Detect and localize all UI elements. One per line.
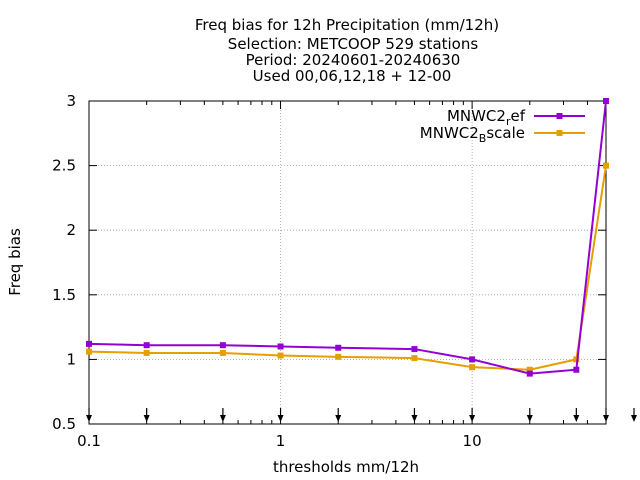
series-point-MNWC2_ref <box>526 370 533 377</box>
legend-swatch-point <box>556 130 563 136</box>
series-line-MNWC2_ref <box>88 100 607 375</box>
series-point-MNWC2_Bscale <box>335 353 342 360</box>
threshold-arrow-head <box>411 415 418 422</box>
y-axis-label: Freq bias <box>6 228 24 296</box>
x-tick-label: 0.1 <box>77 432 101 450</box>
threshold-arrow-head <box>573 415 580 422</box>
threshold-arrow-head <box>219 415 226 422</box>
series-point-MNWC2_Bscale <box>277 352 284 359</box>
threshold-arrow-head <box>335 415 342 422</box>
series-lines <box>86 98 609 377</box>
threshold-arrows <box>86 408 637 422</box>
y-tick-label: 2.5 <box>52 157 76 175</box>
legend-label: MNWC2Bscale <box>420 124 525 145</box>
series-point-MNWC2_Bscale <box>143 349 150 356</box>
series-point-MNWC2_Bscale <box>603 162 609 169</box>
series-point-MNWC2_Bscale <box>86 348 92 355</box>
grid <box>89 101 606 424</box>
series-point-MNWC2_Bscale <box>573 356 580 363</box>
threshold-arrow-head <box>526 415 533 422</box>
x-tick-label: 10 <box>463 432 482 450</box>
series-line-MNWC2_Bscale <box>88 165 607 371</box>
plot-frame <box>88 100 607 425</box>
series-point-MNWC2_Bscale <box>526 366 533 373</box>
y-tick-label: 1 <box>66 350 76 368</box>
series-point-MNWC2_ref <box>219 342 226 349</box>
threshold-arrow-head <box>630 415 637 422</box>
title-line-2: Selection: METCOOP 529 stations <box>228 35 479 53</box>
y-tick-label: 2 <box>66 221 76 239</box>
series-point-MNWC2_ref <box>335 344 342 351</box>
x-tick-label: 1 <box>276 432 286 450</box>
threshold-arrow-head <box>143 415 150 422</box>
title-line-4: Used 00,06,12,18 + 12-00 <box>253 67 452 85</box>
y-tick-label: 0.5 <box>52 415 76 433</box>
series-point-MNWC2_ref <box>603 98 609 104</box>
title-line-3: Period: 20240601-20240630 <box>246 51 461 69</box>
legend-swatch-point <box>556 113 563 119</box>
y-tick-label: 3 <box>66 92 76 110</box>
series-point-MNWC2_Bscale <box>219 349 226 356</box>
series-point-MNWC2_ref <box>143 342 150 349</box>
axis-ticks: 0.5 1 1.5 2 2.5 3 0.1 1 10 <box>52 92 606 450</box>
y-tick-label: 1.5 <box>52 286 76 304</box>
series-point-MNWC2_ref <box>411 346 418 353</box>
series-point-MNWC2_ref <box>469 356 476 363</box>
legend-label: MNWC2ref <box>447 107 526 128</box>
series-point-MNWC2_ref <box>86 340 92 347</box>
series-point-MNWC2_Bscale <box>411 355 418 362</box>
series-point-MNWC2_ref <box>277 343 284 350</box>
series-point-MNWC2_ref <box>573 366 580 373</box>
title-line-1: Freq bias for 12h Precipitation (mm/12h) <box>195 16 499 34</box>
series-point-MNWC2_Bscale <box>469 364 476 371</box>
x-axis-label: thresholds mm/12h <box>273 458 419 476</box>
chart-title: Freq bias for 12h Precipitation (mm/12h)… <box>195 16 499 85</box>
